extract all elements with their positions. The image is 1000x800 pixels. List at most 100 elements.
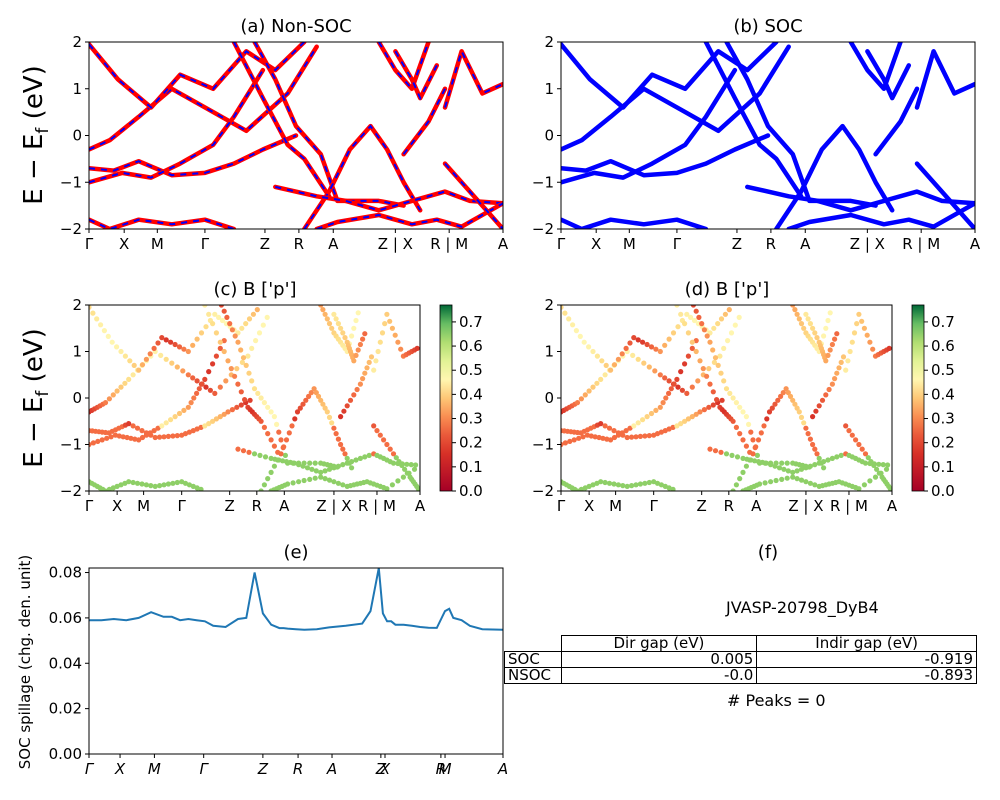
y-tick-label: 1 — [72, 80, 82, 98]
scatter-point — [390, 451, 397, 457]
scatter-point — [324, 316, 330, 322]
scatter-point — [258, 395, 264, 401]
scatter-point — [353, 457, 359, 463]
scatter-point — [335, 321, 341, 327]
scatter-point — [276, 429, 282, 435]
x-tick-label: R — [252, 497, 262, 515]
scatter-point — [623, 428, 629, 434]
scatter-point — [203, 324, 209, 330]
scatter-point — [301, 477, 307, 484]
scatter-point — [219, 317, 226, 324]
scatter-points-c — [89, 305, 420, 491]
scatter-point — [814, 451, 820, 457]
scatter-point — [704, 373, 710, 379]
x-tick-label: Z | X — [378, 235, 413, 253]
scatter-point — [843, 367, 849, 373]
scatter-point — [126, 421, 132, 427]
scatter-point — [306, 393, 312, 399]
scatter-point — [849, 339, 855, 345]
scatter-point — [362, 370, 368, 376]
band-line — [745, 184, 975, 213]
scatter-point — [333, 431, 339, 437]
scatter-point — [711, 325, 717, 331]
scatter-point — [291, 460, 297, 466]
scatter-point — [653, 346, 659, 352]
scatter-point — [126, 376, 132, 382]
scatter-point — [730, 395, 736, 401]
scatter-point — [206, 311, 212, 317]
scatter-point — [730, 488, 736, 491]
scatter-point — [313, 468, 319, 474]
scatter-point — [395, 339, 401, 345]
scatter-point — [750, 437, 756, 443]
scatter-point — [271, 463, 277, 469]
scatter-point — [202, 376, 208, 382]
scatter-point — [737, 431, 743, 437]
scatter-point — [862, 460, 869, 466]
scatter-point — [861, 482, 868, 488]
band-line — [561, 133, 771, 178]
scatter-point — [157, 483, 163, 489]
scatter-point — [217, 345, 223, 351]
x-tick-label: R — [766, 235, 776, 253]
gap-table: Dir gap (eV) Indir gap (eV) SOC 0.005 -0… — [504, 635, 977, 684]
scatter-point — [722, 311, 729, 317]
scatter-point — [320, 307, 326, 313]
scatter-point — [594, 380, 600, 386]
scatter-point — [130, 372, 136, 378]
scatter-point — [834, 331, 840, 337]
scatter-point — [734, 454, 741, 460]
scatter-point — [657, 404, 663, 410]
scatter-point — [785, 468, 791, 474]
scatter-point — [300, 401, 306, 407]
colorbar-tick-label: 0.7 — [931, 313, 955, 331]
scatter-point — [375, 348, 381, 355]
scatter-point — [859, 318, 865, 324]
y-tick-label: −2 — [532, 482, 554, 500]
scatter-point — [104, 435, 110, 441]
scatter-point — [853, 437, 859, 443]
band-line — [561, 217, 709, 229]
band-line-soc-overlay — [402, 88, 446, 155]
scatter-point — [823, 358, 829, 364]
scatter-point — [723, 386, 730, 392]
scatter-point — [586, 388, 592, 394]
scatter-point — [194, 390, 200, 396]
scatter-point — [338, 441, 344, 448]
scatter-point — [251, 386, 258, 392]
scatter-point — [294, 409, 301, 415]
scatter-point — [174, 479, 180, 486]
scatter-point — [381, 437, 387, 443]
scatter-point — [165, 433, 171, 439]
panel-e-title: (e) — [283, 542, 308, 563]
scatter-point — [148, 483, 154, 489]
scatter-point — [854, 321, 860, 327]
scatter-point — [132, 436, 138, 442]
y-tick-label: 0 — [72, 127, 82, 145]
scatter-point — [131, 362, 137, 368]
scatter-point — [318, 305, 324, 308]
y-tick-label: 0.06 — [49, 609, 82, 627]
scatter-point — [714, 397, 720, 403]
scatter-point — [324, 409, 330, 415]
scatter-point — [268, 469, 274, 475]
x-tick-label: Γ — [201, 235, 210, 253]
scatter-point — [773, 477, 779, 484]
colorbar-bar — [911, 304, 925, 492]
y-tick-label: 0.08 — [49, 564, 82, 582]
scatter-point — [710, 389, 716, 395]
spillage-line — [89, 568, 503, 631]
colorbar-tick-label: 0.6 — [931, 337, 955, 355]
scatter-point — [126, 479, 132, 485]
scatter-point — [143, 482, 149, 488]
scatter-point — [163, 337, 169, 343]
scatter-point — [342, 451, 348, 457]
scatter-point — [274, 421, 280, 427]
scatter-point — [851, 330, 858, 336]
scatter-point — [717, 353, 723, 359]
y-tick-label: 2 — [72, 296, 82, 314]
scatter-point — [810, 325, 816, 331]
scatter-point — [627, 425, 633, 431]
scatter-point — [143, 356, 149, 362]
